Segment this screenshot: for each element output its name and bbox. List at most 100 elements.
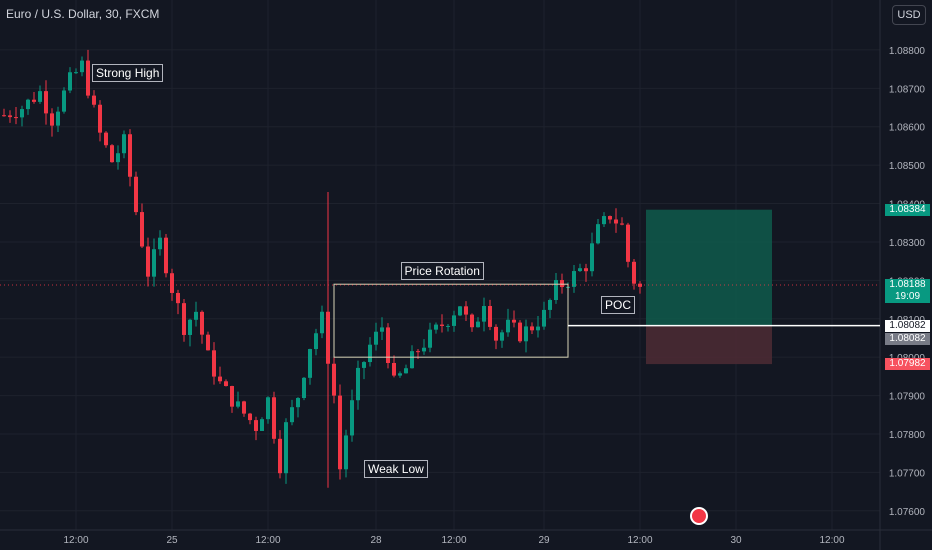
candle-body (554, 280, 558, 301)
candle-body (392, 363, 396, 376)
candle-body (632, 261, 636, 284)
y-tick-label: 1.07700 (889, 468, 926, 479)
price-axis-tag: 1.08384 (885, 203, 930, 216)
candle-body (242, 401, 246, 414)
candle-body (386, 327, 390, 364)
candle-body (410, 351, 414, 369)
candle-body (74, 72, 78, 74)
candle-body (158, 237, 162, 250)
candle-body (134, 176, 138, 213)
us-flag-event-icon[interactable] (690, 507, 708, 525)
candle-body (248, 413, 252, 421)
candle-body (32, 99, 36, 102)
candle-body (548, 300, 552, 310)
candle-body (68, 72, 72, 91)
chart-annotation[interactable]: Price Rotation (400, 261, 484, 280)
symbol-title: Euro / U.S. Dollar, 30, FXCM (6, 7, 160, 21)
candle-body (38, 91, 42, 102)
y-tick-label: 1.08500 (889, 161, 926, 172)
candle-body (140, 212, 144, 247)
candle-body (266, 397, 270, 420)
candle-body (350, 400, 354, 436)
candle-body (524, 326, 528, 342)
candle-body (44, 91, 48, 114)
price-axis-tag: 1.08082 (885, 332, 930, 345)
candle-body (182, 303, 186, 335)
y-tick-label: 1.08300 (889, 238, 926, 249)
x-tick-label: 12:00 (63, 535, 88, 546)
candle-body (224, 381, 228, 387)
candle-body (164, 237, 168, 274)
y-tick-label: 1.07900 (889, 392, 926, 403)
candle-body (332, 363, 336, 396)
candle-body (92, 95, 96, 105)
candle-body (344, 435, 348, 470)
candle-body (428, 329, 432, 348)
candle-body (62, 90, 66, 112)
candle-body (356, 367, 360, 401)
stop-zone[interactable] (646, 325, 772, 365)
candle-body (434, 324, 438, 330)
candle-body (194, 311, 198, 320)
candle-body (104, 132, 108, 146)
candle-body (626, 224, 630, 262)
candle-body (302, 377, 306, 399)
candle-body (122, 134, 126, 154)
candle-body (590, 243, 594, 272)
candle-body (236, 401, 240, 407)
chart-annotation[interactable]: Strong High (92, 63, 164, 82)
candle-body (278, 438, 282, 474)
y-tick-label: 1.07800 (889, 430, 926, 441)
currency-button[interactable]: USD (892, 5, 926, 25)
candle-body (494, 326, 498, 341)
candle-body (440, 324, 444, 326)
candle-body (254, 420, 258, 431)
candle-body (296, 398, 300, 408)
y-tick-label: 1.08600 (889, 123, 926, 134)
x-tick-label: 12:00 (441, 535, 466, 546)
candle-body (116, 153, 120, 163)
candle-body (602, 216, 606, 225)
candle-body (284, 422, 288, 474)
y-tick-label: 1.08800 (889, 46, 926, 57)
candle-body (56, 111, 60, 126)
candle-body (446, 325, 450, 327)
x-tick-label: 12:00 (627, 535, 652, 546)
y-tick-label: 1.08700 (889, 84, 926, 95)
candle-body (338, 395, 342, 470)
x-tick-label: 25 (166, 535, 178, 546)
price-axis-tag: 1.08082 (885, 319, 930, 332)
candle-body (620, 223, 624, 225)
candle-body (26, 99, 30, 110)
candle-body (404, 368, 408, 374)
candle-body (362, 362, 366, 368)
candle-body (458, 306, 462, 316)
y-tick-label: 1.07600 (889, 507, 926, 518)
candle-body (488, 306, 492, 327)
target-zone[interactable] (646, 209, 772, 326)
candle-body (98, 104, 102, 133)
candle-body (272, 397, 276, 439)
price-rotation-box[interactable] (333, 283, 569, 358)
chart-annotation[interactable]: POC (601, 296, 636, 315)
candle-body (152, 249, 156, 277)
candle-body (14, 117, 18, 119)
candle-body (206, 334, 210, 351)
candle-body (188, 319, 192, 335)
candle-body (2, 115, 6, 117)
candle-body (110, 145, 114, 163)
candle-body (506, 319, 510, 333)
chart-annotation[interactable]: Weak Low (364, 459, 428, 478)
candle-body (608, 216, 612, 220)
candle-body (560, 280, 564, 288)
candle-body (518, 322, 522, 342)
price-axis-tag: 1.07982 (885, 358, 930, 371)
candle-body (290, 407, 294, 423)
x-tick-label: 12:00 (255, 535, 280, 546)
candle-body (8, 115, 12, 118)
candle-body (212, 350, 216, 377)
candle-body (50, 113, 54, 126)
candle-body (596, 224, 600, 244)
x-tick-label: 12:00 (819, 535, 844, 546)
